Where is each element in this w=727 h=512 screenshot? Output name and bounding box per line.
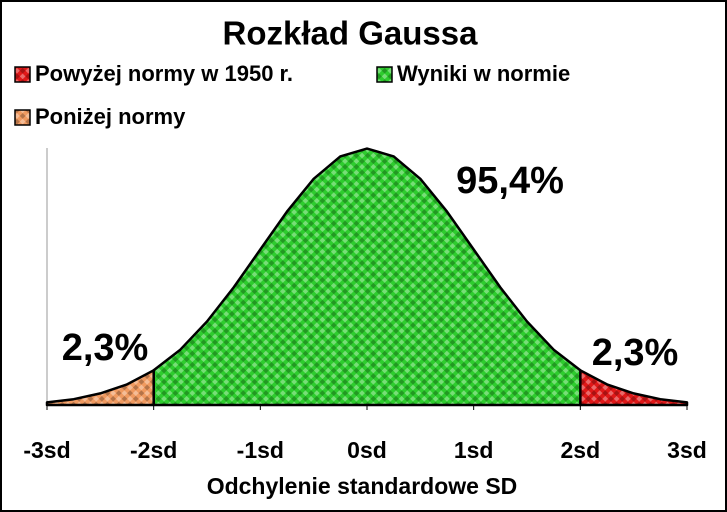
x-tick-label: -3sd <box>23 437 70 463</box>
x-axis-label: Odchylenie standardowe SD <box>207 473 518 499</box>
chart-title: Rozkład Gaussa <box>223 15 479 52</box>
x-tick-label: -2sd <box>130 437 177 463</box>
share-label: 95,4% <box>456 160 564 202</box>
legend-label: Powyżej normy w 1950 r. <box>35 61 293 86</box>
area <box>45 369 155 407</box>
legend-label: Poniżej normy <box>35 104 186 129</box>
x-tick-label: 2sd <box>561 437 601 463</box>
legend-label: Wyniki w normie <box>397 61 570 86</box>
legend-marker <box>14 66 31 83</box>
x-tick-label: 1sd <box>454 437 494 463</box>
x-tick-label: 0sd <box>347 437 387 463</box>
share-label: 2,3% <box>62 327 149 369</box>
x-tick-label: -1sd <box>237 437 284 463</box>
legend-marker <box>376 66 393 83</box>
area <box>579 369 689 407</box>
area <box>152 147 582 407</box>
x-tick-label: 3sd <box>667 437 707 463</box>
share-label: 2,3% <box>592 332 679 374</box>
legend-marker <box>14 109 31 126</box>
